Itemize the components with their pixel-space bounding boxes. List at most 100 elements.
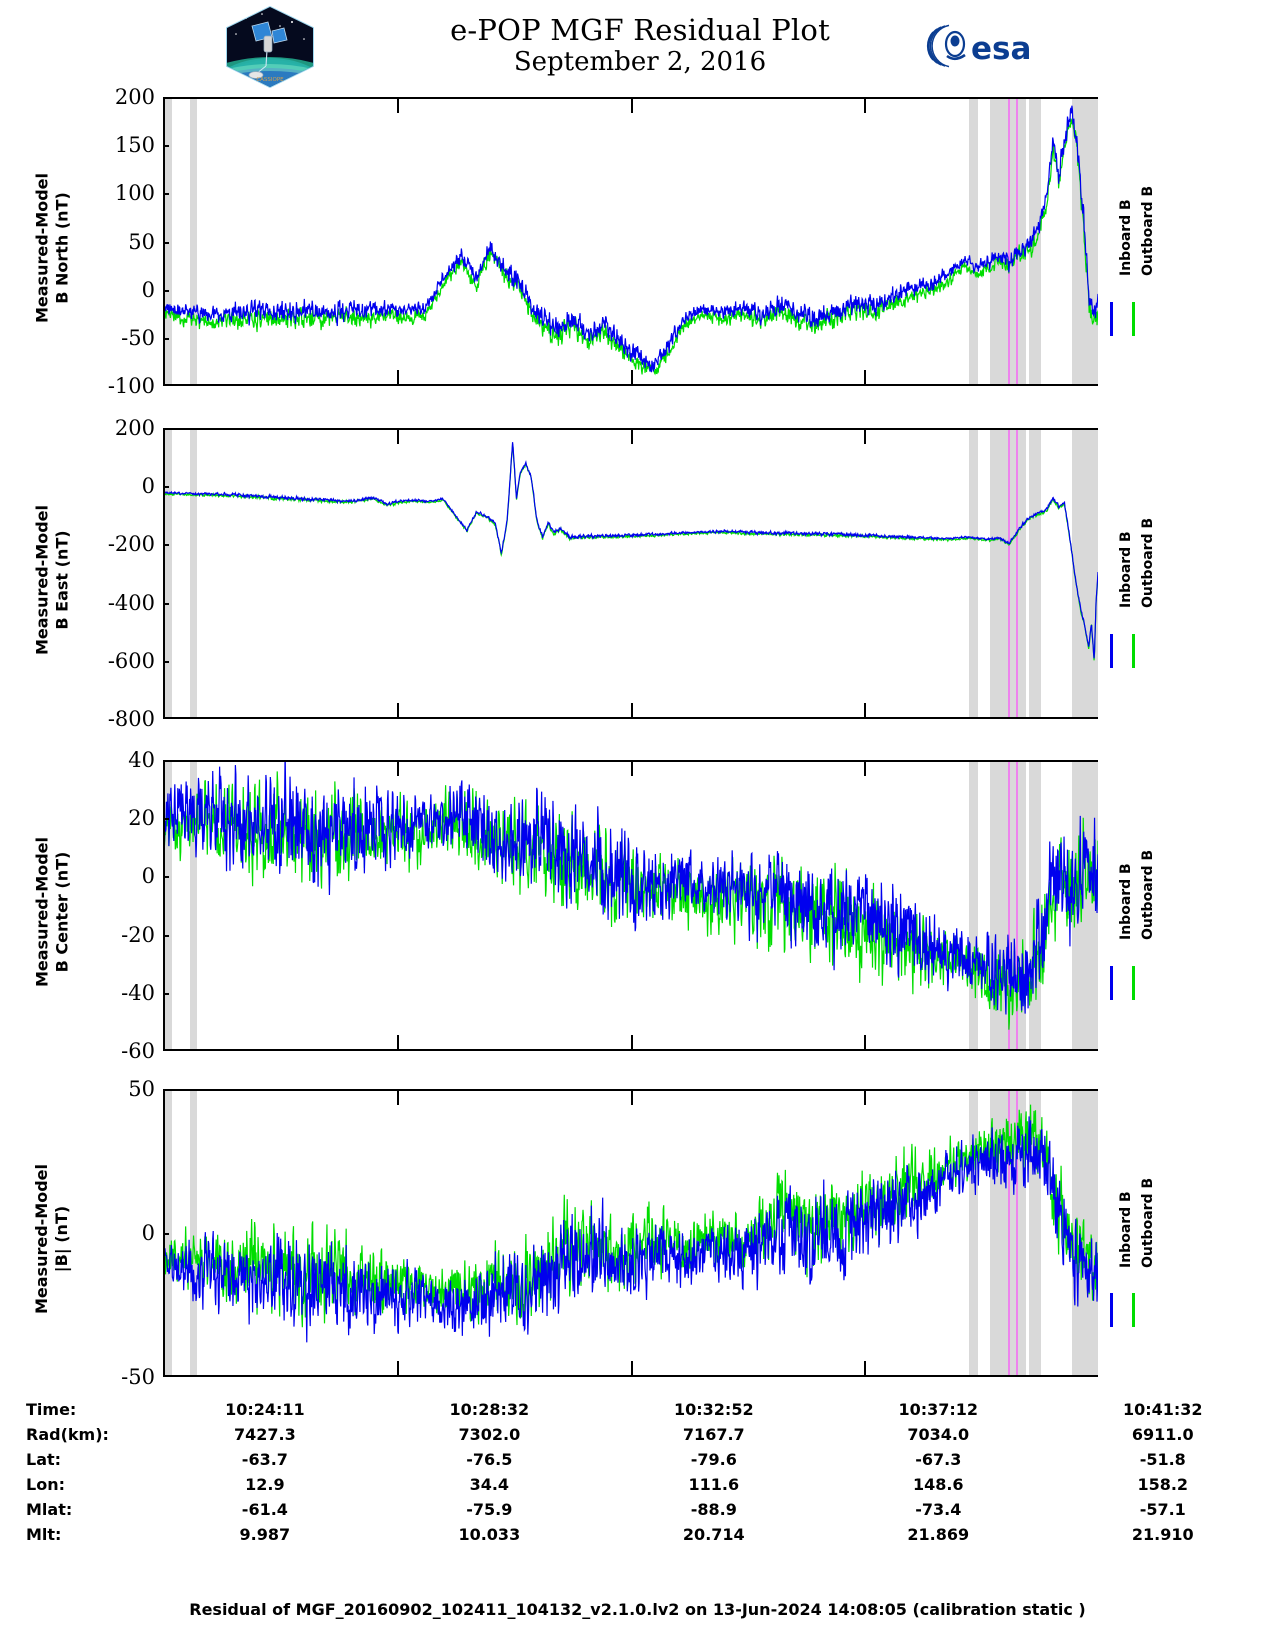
legend-label-outboard: Outboard B — [1140, 850, 1156, 941]
row-label: Mlat: — [26, 1500, 73, 1519]
shaded-interval-band — [190, 760, 197, 1051]
row-value: -75.9 — [466, 1500, 513, 1519]
axis-line-left — [163, 97, 165, 386]
table-row: Mlt: 9.987 10.033 20.714 21.869 21.910 — [0, 1522, 1275, 1547]
row-value: 9.987 — [239, 1525, 291, 1544]
x-tick-mark-top — [864, 760, 867, 776]
legend-label-outboard: Outboard B — [1140, 186, 1156, 277]
footer-provenance-note: Residual of MGF_20160902_102411_104132_v… — [189, 1600, 1086, 1619]
axis-line-top — [163, 1089, 1098, 1091]
event-marker-line — [1007, 428, 1010, 719]
inboard-b-trace — [163, 1116, 1098, 1343]
y-tick-mark — [163, 660, 169, 663]
y-tick-mark — [163, 193, 169, 196]
y-tick-mark — [163, 289, 169, 292]
legend-label-inboard: Inboard B — [1118, 199, 1134, 277]
event-marker-line — [1007, 97, 1010, 386]
plot-area-b-center[interactable] — [163, 760, 1098, 1051]
row-value: 111.6 — [688, 1475, 740, 1494]
axis-line-left — [163, 760, 165, 1051]
outboard-b-trace — [163, 118, 1098, 376]
row-value: 20.714 — [682, 1525, 745, 1544]
y-tick-label: -20 — [121, 922, 155, 947]
y-tick-mark — [163, 145, 169, 148]
row-value: -51.8 — [1139, 1450, 1186, 1469]
x-tick-mark-bottom — [630, 370, 633, 386]
y-tick-label: 0 — [141, 474, 155, 499]
legend-swatch-outboard — [1132, 966, 1135, 1001]
legend-swatch-outboard — [1132, 1293, 1135, 1328]
axis-line-left — [163, 1089, 165, 1377]
row-value: -79.6 — [690, 1450, 737, 1469]
row-label: Lat: — [26, 1450, 62, 1469]
event-marker-line — [1016, 97, 1019, 386]
x-tick-mark-bottom — [396, 1361, 399, 1377]
row-value: -88.9 — [690, 1500, 737, 1519]
legend-swatch-outboard — [1132, 634, 1135, 669]
title-main: e-POP MGF Residual Plot — [450, 13, 830, 47]
y-tick-label: -600 — [107, 648, 155, 673]
x-tick-mark-top — [396, 760, 399, 776]
y-tick-label: -40 — [121, 980, 155, 1005]
y-tick-label: 0 — [141, 1221, 155, 1245]
y-tick-label: 0 — [141, 277, 155, 302]
event-marker-line — [1016, 760, 1019, 1051]
row-label: Time: — [26, 1400, 77, 1419]
event-marker-line — [1016, 428, 1019, 719]
outboard-b-trace — [163, 443, 1098, 661]
axis-line-top — [163, 428, 1098, 430]
x-tick-mark-bottom — [864, 703, 867, 719]
event-marker-line — [1016, 1089, 1019, 1377]
x-tick-mark-top — [630, 1089, 633, 1105]
y-tick-mark — [163, 241, 169, 244]
shaded-interval-band — [968, 97, 979, 386]
plot-area-b-east[interactable] — [163, 428, 1098, 719]
y-tick-mark — [163, 992, 169, 995]
row-value: 10.033 — [458, 1525, 521, 1544]
row-value: 34.4 — [469, 1475, 510, 1494]
x-tick-mark-top — [396, 428, 399, 444]
row-value: 10:28:32 — [449, 1400, 530, 1419]
shaded-interval-band — [968, 1089, 979, 1377]
row-value: 158.2 — [1137, 1475, 1189, 1494]
y-tick-label: -200 — [107, 532, 155, 557]
row-value: 6911.0 — [1131, 1425, 1194, 1444]
x-tick-mark-bottom — [864, 370, 867, 386]
shaded-interval-band — [190, 428, 197, 719]
row-value: 21.869 — [907, 1525, 970, 1544]
event-marker-line — [1007, 760, 1010, 1051]
plot-area-b-magnitude[interactable] — [163, 1089, 1098, 1377]
y-tick-label: -50 — [121, 1365, 155, 1389]
ephemeris-table: Time: 10:24:11 10:28:32 10:32:52 10:37:12 10:… — [0, 1397, 1275, 1547]
x-tick-mark-top — [864, 428, 867, 444]
y-tick-mark — [163, 486, 169, 489]
legend-b-magnitude: Inboard B Outboard B — [1106, 1089, 1266, 1377]
y-tick-label: 50 — [128, 1077, 155, 1101]
x-tick-mark-bottom — [864, 1035, 867, 1051]
row-value: 7167.7 — [682, 1425, 745, 1444]
shaded-interval-band — [1071, 428, 1098, 719]
legend-label-outboard: Outboard B — [1140, 1177, 1156, 1268]
table-row: Rad(km): 7427.3 7302.0 7167.7 7034.0 6911.0 — [0, 1422, 1275, 1447]
plot-area-b-north[interactable] — [163, 97, 1098, 386]
inboard-b-trace — [163, 760, 1098, 1015]
x-tick-mark-bottom — [630, 1361, 633, 1377]
row-value: 10:24:11 — [225, 1400, 305, 1419]
page-header: CASSIOPE e-POP MGF Residual Plot Septemb… — [0, 0, 1275, 92]
row-value: -67.3 — [915, 1450, 962, 1469]
x-tick-mark-bottom — [864, 1361, 867, 1377]
residual-traces-b-magnitude — [163, 1104, 1098, 1343]
legend-swatch-inboard — [1110, 634, 1113, 669]
row-value: 7302.0 — [458, 1425, 521, 1444]
y-tick-label: -50 — [121, 325, 155, 350]
row-value: 10:32:52 — [674, 1400, 754, 1419]
legend-swatch-inboard — [1110, 966, 1113, 1001]
x-tick-mark-top — [396, 97, 399, 113]
axis-line-bottom — [163, 1049, 1098, 1051]
legend-swatch-outboard — [1132, 301, 1135, 336]
legend-label-inboard: Inboard B — [1118, 1190, 1134, 1268]
shaded-interval-band — [1028, 428, 1041, 719]
axis-line-top — [163, 760, 1098, 762]
residual-traces-b-center — [163, 760, 1098, 1030]
y-tick-mark — [163, 1233, 169, 1235]
